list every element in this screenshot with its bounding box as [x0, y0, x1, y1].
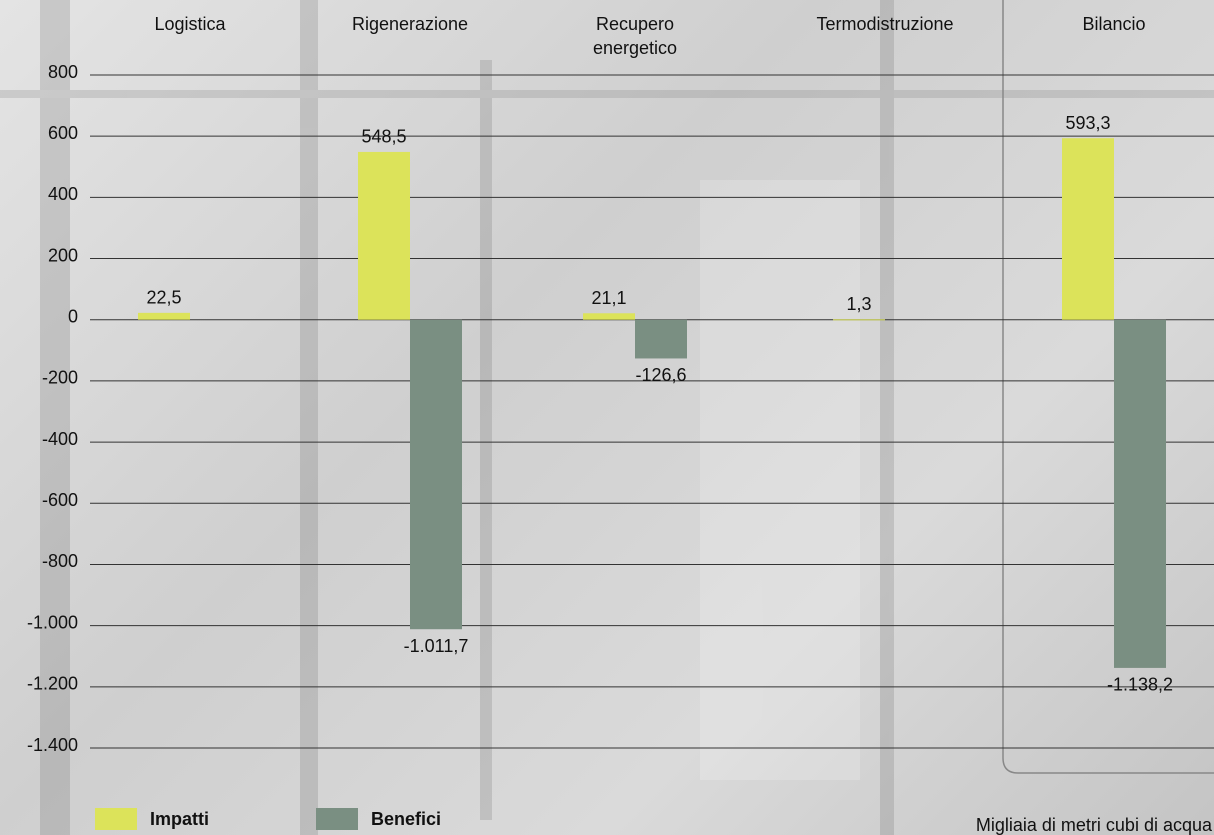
chart-page: -1.400 -1.200 -1.000 -800 -600 -400 -200 0 200 40… — [0, 0, 1214, 835]
y-tick-label: 200 — [48, 245, 78, 265]
bar — [138, 313, 190, 320]
unit-note: Migliaia di metri cubi di acqua — [976, 815, 1213, 835]
y-tick-label: -1.200 — [27, 674, 78, 694]
legend-label: Impatti — [150, 809, 209, 829]
value-label: 593,3 — [1065, 113, 1110, 133]
category-label: Logistica — [90, 12, 290, 36]
category-label: Termodistruzione — [785, 12, 985, 36]
value-label: 1,3 — [846, 294, 871, 314]
y-tick-label: 600 — [48, 123, 78, 143]
category-label: Rigenerazione — [310, 12, 510, 36]
legend-swatch — [95, 808, 137, 830]
value-label: 22,5 — [146, 288, 181, 308]
bar — [583, 313, 635, 319]
y-tick-label: -800 — [42, 551, 78, 571]
bar — [410, 320, 462, 629]
y-tick-label: -1.000 — [27, 612, 78, 632]
bar — [358, 152, 410, 320]
value-label: 548,5 — [361, 127, 406, 147]
legend-label: Benefici — [371, 809, 441, 829]
y-tick-label: 800 — [48, 62, 78, 82]
y-tick-label: 0 — [68, 306, 78, 326]
value-label: -126,6 — [635, 365, 686, 385]
bar — [635, 320, 687, 359]
y-tick-label: -600 — [42, 490, 78, 510]
bar — [833, 319, 885, 320]
background-structures — [0, 0, 1214, 835]
chart: -1.400 -1.200 -1.000 -800 -600 -400 -200 0 200 40… — [0, 0, 1214, 835]
category-label: Recupero energetico — [535, 12, 735, 60]
bar — [1062, 138, 1114, 319]
category-label: Bilancio — [1014, 12, 1214, 36]
bar — [1114, 320, 1166, 668]
legend-swatch — [316, 808, 358, 830]
value-label: -1.011,7 — [404, 636, 469, 656]
y-tick-label: -200 — [42, 368, 78, 388]
y-tick-label: -400 — [42, 429, 78, 449]
y-tick-label: 400 — [48, 184, 78, 204]
y-tick-label: -1.400 — [27, 735, 78, 755]
value-label: 21,1 — [591, 288, 626, 308]
value-label: -1.138,2 — [1107, 675, 1173, 695]
